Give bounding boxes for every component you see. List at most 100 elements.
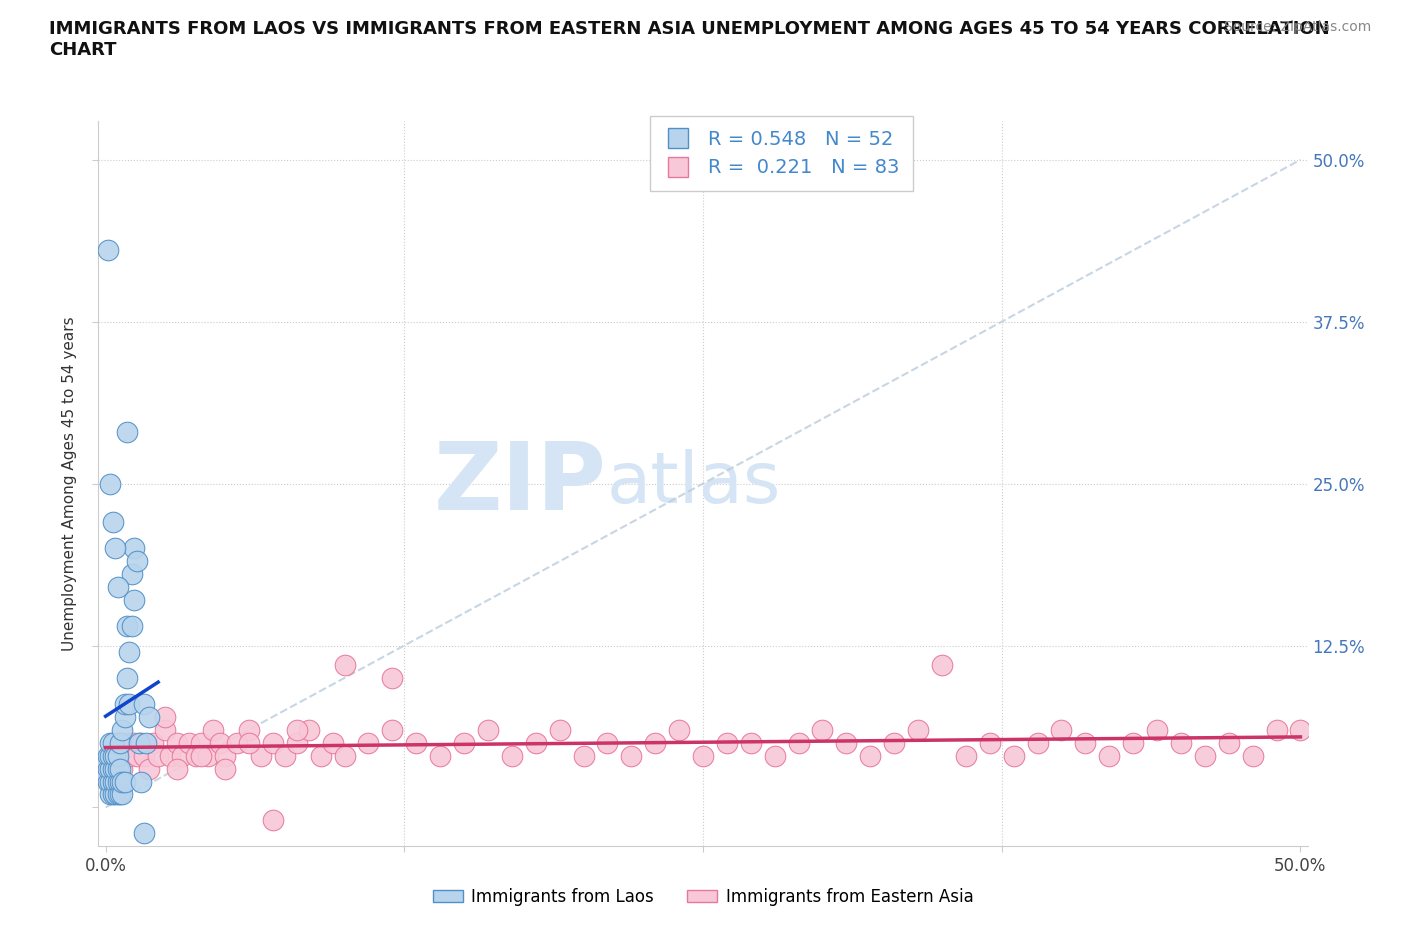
Point	[979, 736, 1001, 751]
Point	[122, 541, 145, 556]
Point	[101, 515, 124, 530]
Point	[108, 736, 131, 751]
Point	[121, 567, 143, 582]
Point	[692, 748, 714, 763]
Point	[125, 748, 148, 763]
Point	[115, 736, 138, 751]
Point	[453, 736, 475, 751]
Point	[122, 592, 145, 607]
Point	[108, 774, 131, 789]
Point	[170, 748, 193, 763]
Point	[931, 658, 953, 672]
Point	[98, 736, 121, 751]
Point	[101, 774, 124, 789]
Point	[214, 748, 236, 763]
Point	[114, 748, 136, 763]
Point	[132, 697, 155, 711]
Point	[1122, 736, 1144, 751]
Point	[381, 723, 404, 737]
Point	[202, 723, 225, 737]
Point	[1098, 748, 1121, 763]
Point	[429, 748, 451, 763]
Point	[111, 787, 134, 802]
Point	[596, 736, 619, 751]
Point	[135, 736, 157, 751]
Point	[104, 541, 127, 556]
Point	[155, 710, 177, 724]
Point	[97, 748, 120, 763]
Point	[97, 774, 120, 789]
Point	[1289, 723, 1312, 737]
Point	[381, 671, 404, 685]
Point	[114, 710, 136, 724]
Point	[138, 710, 160, 724]
Point	[285, 736, 308, 751]
Point	[209, 736, 232, 751]
Point	[1218, 736, 1240, 751]
Point	[108, 787, 131, 802]
Point	[107, 579, 129, 594]
Point	[104, 774, 127, 789]
Point	[262, 736, 284, 751]
Point	[166, 736, 188, 751]
Point	[111, 761, 134, 776]
Point	[101, 748, 124, 763]
Point	[107, 748, 129, 763]
Point	[274, 748, 297, 763]
Point	[197, 748, 219, 763]
Point	[190, 748, 212, 763]
Point	[620, 748, 643, 763]
Point	[285, 723, 308, 737]
Point	[226, 736, 249, 751]
Point	[118, 644, 141, 659]
Point	[101, 748, 124, 763]
Point	[111, 774, 134, 789]
Legend: Immigrants from Laos, Immigrants from Eastern Asia: Immigrants from Laos, Immigrants from Ea…	[426, 881, 980, 912]
Point	[107, 787, 129, 802]
Point	[333, 658, 356, 672]
Point	[97, 243, 120, 258]
Point	[132, 748, 155, 763]
Legend: R = 0.548   N = 52, R =  0.221   N = 83: R = 0.548 N = 52, R = 0.221 N = 83	[650, 116, 914, 191]
Point	[644, 736, 666, 751]
Text: Source: ZipAtlas.com: Source: ZipAtlas.com	[1223, 20, 1371, 34]
Point	[101, 787, 124, 802]
Point	[548, 723, 571, 737]
Point	[1050, 723, 1073, 737]
Point	[477, 723, 499, 737]
Point	[186, 748, 208, 763]
Point	[955, 748, 977, 763]
Point	[98, 476, 121, 491]
Point	[115, 618, 138, 633]
Text: ZIP: ZIP	[433, 438, 606, 529]
Point	[859, 748, 882, 763]
Point	[132, 826, 155, 841]
Point	[309, 748, 332, 763]
Point	[501, 748, 523, 763]
Point	[166, 761, 188, 776]
Point	[131, 736, 153, 751]
Point	[1002, 748, 1025, 763]
Point	[138, 761, 160, 776]
Point	[114, 697, 136, 711]
Point	[115, 424, 138, 439]
Point	[811, 723, 834, 737]
Point	[262, 813, 284, 828]
Point	[214, 761, 236, 776]
Point	[142, 736, 165, 751]
Point	[716, 736, 738, 751]
Point	[128, 736, 150, 751]
Point	[740, 736, 762, 751]
Point	[155, 723, 177, 737]
Point	[159, 748, 181, 763]
Point	[322, 736, 344, 751]
Point	[101, 736, 124, 751]
Point	[787, 736, 810, 751]
Point	[524, 736, 547, 751]
Point	[107, 736, 129, 751]
Point	[108, 761, 131, 776]
Point	[104, 761, 127, 776]
Point	[835, 736, 858, 751]
Point	[115, 671, 138, 685]
Point	[238, 736, 260, 751]
